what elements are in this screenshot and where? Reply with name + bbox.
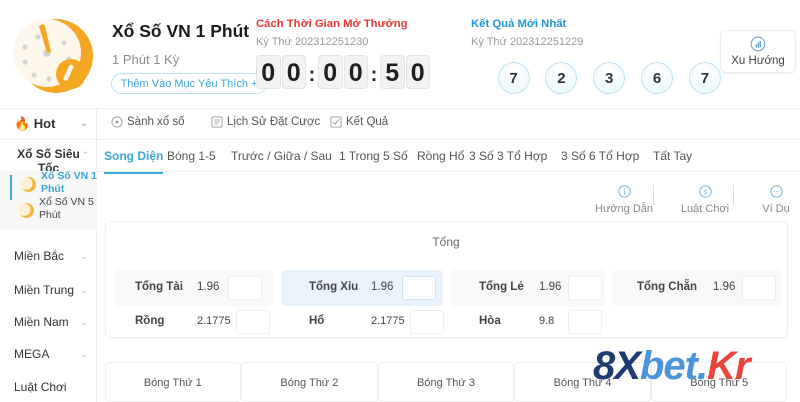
svg-text:$: $ [703,189,707,196]
